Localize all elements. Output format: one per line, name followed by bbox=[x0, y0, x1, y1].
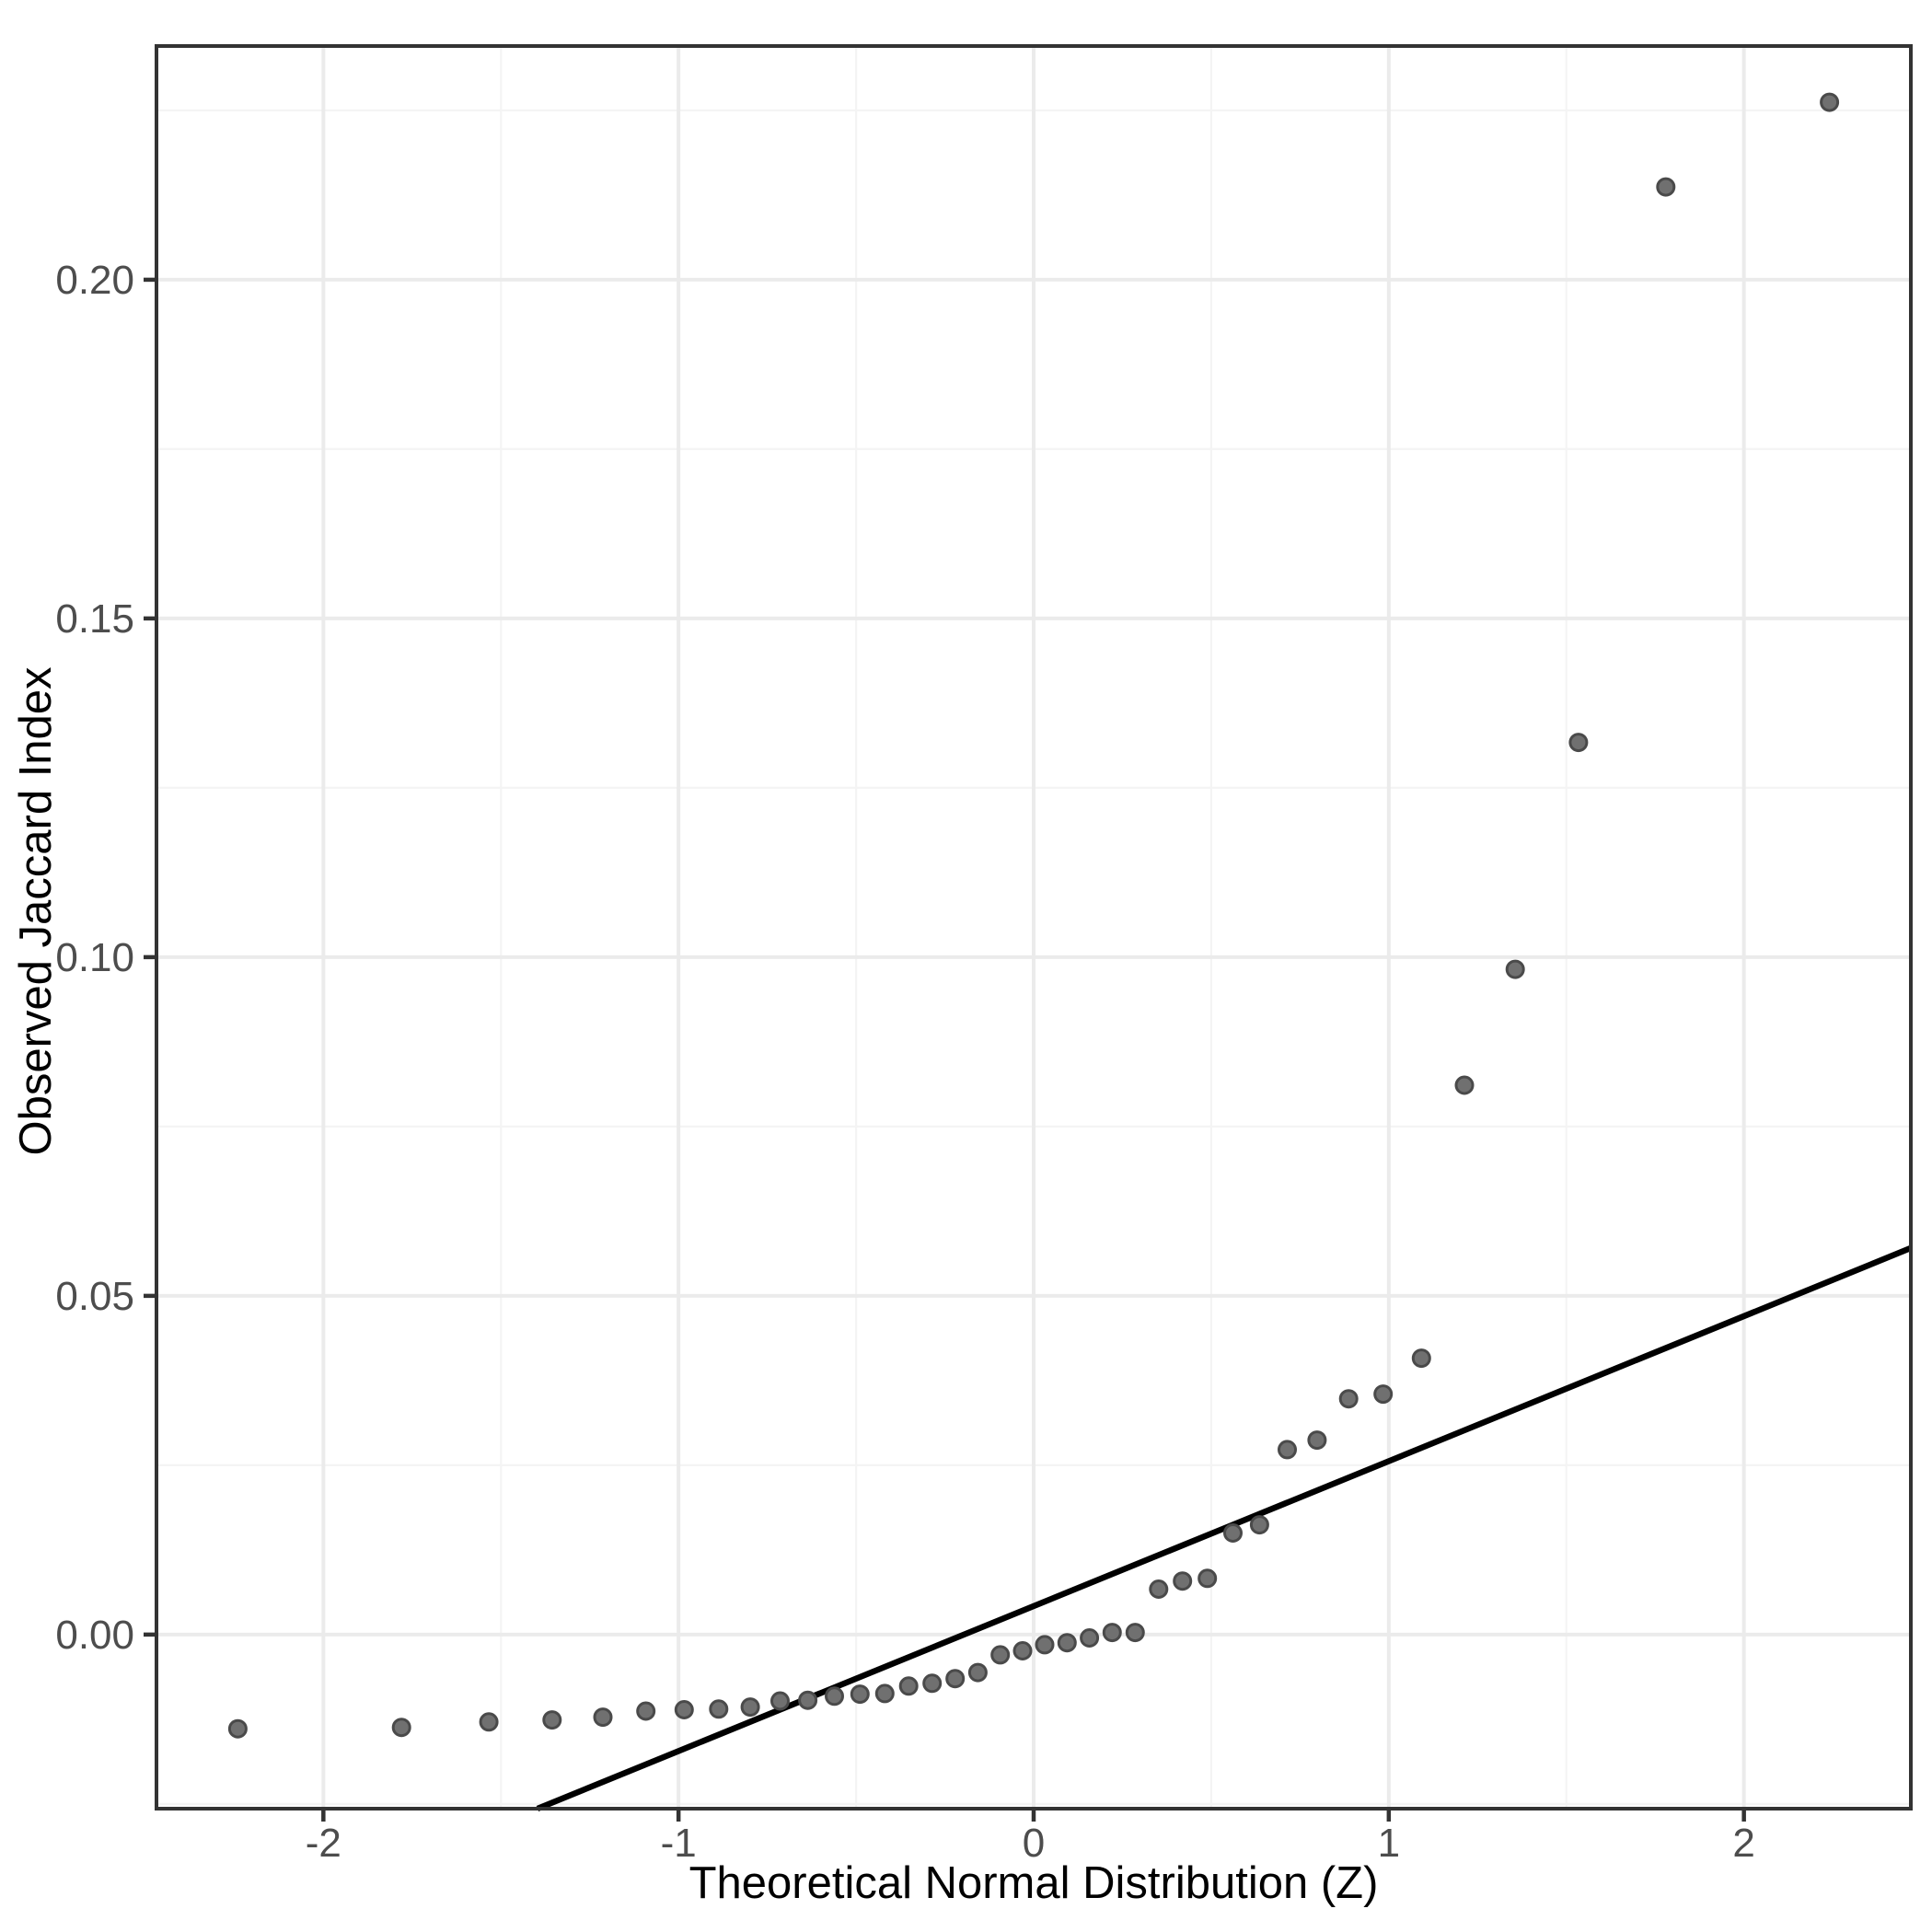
data-point bbox=[1454, 1075, 1475, 1095]
data-point bbox=[674, 1700, 694, 1719]
y-tick-label: 0.10 bbox=[55, 935, 134, 980]
data-point bbox=[593, 1707, 613, 1728]
data-point bbox=[1173, 1571, 1193, 1591]
data-point bbox=[1057, 1633, 1077, 1653]
data-point bbox=[1102, 1623, 1122, 1643]
data-point bbox=[1568, 733, 1589, 753]
data-point bbox=[990, 1645, 1011, 1665]
data-point bbox=[825, 1686, 844, 1706]
data-point bbox=[770, 1691, 790, 1711]
y-tick-label: 0.15 bbox=[55, 596, 134, 642]
data-point bbox=[1656, 177, 1676, 197]
data-point bbox=[850, 1684, 870, 1705]
data-point bbox=[1249, 1515, 1269, 1535]
y-axis-title: Observed Jaccard Index bbox=[11, 666, 61, 1155]
data-point bbox=[1012, 1641, 1033, 1660]
data-point bbox=[1125, 1623, 1145, 1643]
x-tick-label: 1 bbox=[1378, 1821, 1400, 1866]
data-point bbox=[1197, 1568, 1218, 1589]
data-point bbox=[1223, 1523, 1243, 1543]
data-point bbox=[874, 1683, 895, 1704]
data-point bbox=[479, 1712, 499, 1732]
data-point bbox=[1373, 1384, 1394, 1405]
qq-reference-line bbox=[536, 1244, 1913, 1812]
qq-reference-line-group bbox=[536, 1244, 1913, 1812]
x-tick-label: -2 bbox=[306, 1821, 341, 1866]
x-tick-label: 0 bbox=[1023, 1821, 1045, 1866]
data-point bbox=[1278, 1440, 1297, 1460]
data-point bbox=[1411, 1348, 1431, 1369]
data-point bbox=[740, 1697, 760, 1718]
data-point bbox=[967, 1662, 988, 1683]
data-point bbox=[898, 1676, 919, 1696]
data-point bbox=[709, 1699, 729, 1719]
data-point bbox=[1080, 1628, 1100, 1648]
data-point bbox=[1338, 1389, 1359, 1409]
y-tick-label: 0.00 bbox=[55, 1613, 134, 1658]
data-point bbox=[945, 1669, 966, 1689]
y-axis: 0.00 0.05 0.10 0.15 0.20 bbox=[55, 258, 156, 1658]
data-point bbox=[636, 1701, 656, 1721]
data-point bbox=[227, 1718, 248, 1739]
x-tick-label: 2 bbox=[1732, 1821, 1754, 1866]
data-point bbox=[1820, 92, 1840, 112]
data-point bbox=[1505, 959, 1525, 979]
data-point bbox=[1307, 1430, 1327, 1451]
y-tick-label: 0.05 bbox=[55, 1274, 134, 1319]
data-point bbox=[391, 1718, 411, 1738]
data-point bbox=[1149, 1579, 1169, 1599]
scatter-points bbox=[227, 92, 1840, 1739]
x-axis-title: Theoretical Normal Distribution (Z) bbox=[689, 1858, 1379, 1908]
x-axis: -2 -1 0 1 2 bbox=[306, 1809, 1755, 1866]
y-tick-label: 0.20 bbox=[55, 258, 134, 303]
data-point bbox=[542, 1710, 562, 1730]
data-point bbox=[798, 1690, 818, 1710]
data-point bbox=[1035, 1635, 1055, 1655]
data-point bbox=[922, 1673, 943, 1694]
x-tick-label: -1 bbox=[661, 1821, 697, 1866]
grid-major-lines bbox=[156, 46, 1911, 1809]
